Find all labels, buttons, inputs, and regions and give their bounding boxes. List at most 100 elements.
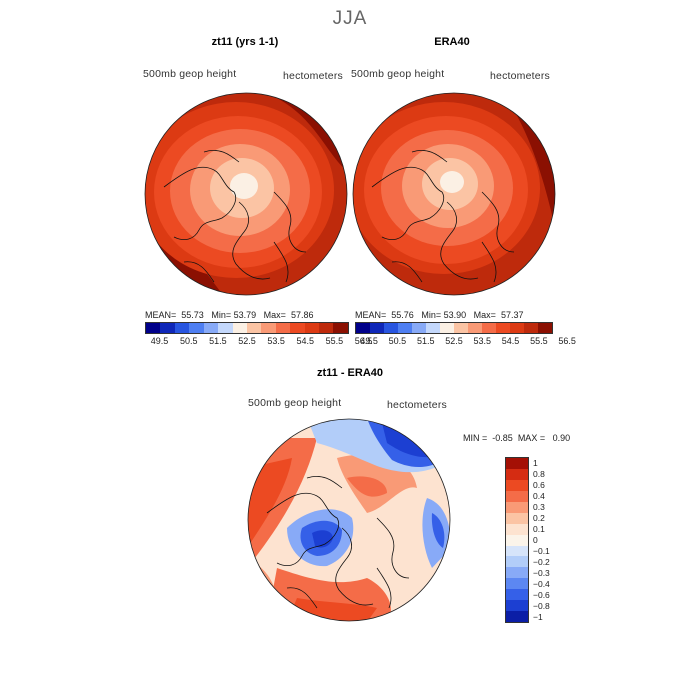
colorbar-tick-label: 54.5 (296, 336, 315, 346)
colorbar-swatch (398, 323, 412, 333)
figure-title: JJA (332, 8, 368, 29)
colorbar-swatch (261, 323, 276, 333)
panel2-coastlines (371, 149, 515, 283)
colorbar-swatch (370, 323, 384, 333)
colorbar-tick-label: 55.5 (530, 336, 548, 346)
panel1-field (145, 93, 347, 295)
colorbar-tick-label: 53.5 (267, 336, 285, 346)
colorbar-swatch (506, 589, 528, 601)
colorbar-swatch (506, 468, 528, 480)
colorbar-swatch (482, 323, 496, 333)
colorbar-swatch (412, 323, 426, 333)
colorbar-swatch (506, 556, 528, 568)
colorbar-tick-label: 50.5 (388, 336, 407, 346)
colorbar-swatch (506, 567, 528, 579)
colorbar-tick-label: 0.3 (533, 501, 545, 512)
colorbar-tick-label: 0.4 (533, 490, 545, 501)
colorbar-swatch (384, 323, 398, 333)
panel1-colorbar-labels: 49.5 50.5 51.5 52.5 53.5 54.5 55.5 56.5 (145, 336, 373, 348)
colorbar-swatch (506, 578, 528, 590)
colorbar-tick-label: 0.6 (533, 479, 545, 490)
colorbar-swatch (232, 323, 247, 333)
colorbar-tick-label: 50.5 (179, 336, 198, 346)
colorbar-swatch (506, 458, 528, 469)
colorbar-tick-label: 0.8 (533, 468, 545, 479)
colorbar-tick-label: −1 (533, 612, 543, 623)
colorbar-tick-label: −0.1 (533, 546, 550, 557)
colorbar-swatch (333, 323, 348, 333)
colorbar-swatch (160, 323, 175, 333)
colorbar-swatch (468, 323, 482, 333)
colorbar-swatch (510, 323, 524, 333)
colorbar-swatch (440, 323, 454, 333)
panel3-colorbar (505, 457, 529, 623)
colorbar-swatch (454, 323, 468, 333)
panel3-title: zt11 - ERA40 (316, 367, 384, 379)
panel1-coastlines (163, 149, 307, 283)
colorbar-tick-label: −0.3 (533, 568, 550, 579)
panel2-polar-map (352, 92, 556, 296)
colorbar-tick-label: 51.5 (209, 336, 227, 346)
colorbar-swatch (356, 323, 370, 333)
colorbar-tick-label: 53.5 (473, 336, 492, 346)
colorbar-tick-label: −0.2 (533, 557, 550, 568)
panel3-variable-label: 500mb geop height (248, 397, 342, 409)
colorbar-tick-label: −0.8 (533, 601, 550, 612)
panel1-polar-map (144, 92, 348, 296)
colorbar-swatch (290, 323, 305, 333)
panel2-units-label: hectometers (490, 70, 550, 82)
panel3-units-label: hectometers (387, 399, 447, 411)
colorbar-tick-label: 1 (533, 457, 538, 468)
colorbar-swatch (524, 323, 538, 333)
colorbar-swatch (506, 545, 528, 557)
colorbar-swatch (203, 323, 219, 333)
colorbar-tick-label: 56.5 (354, 336, 373, 346)
panel3-polar-map (247, 418, 451, 622)
panel2-title: ERA40 (434, 36, 470, 48)
colorbar-swatch (319, 323, 334, 333)
colorbar-swatch (246, 323, 262, 333)
panel3-colorbar-labels: 1 0.8 0.6 0.4 0.3 0.2 0.1 0 −0.1 −0.2 −0.3 −0.4 −0.6… (533, 457, 573, 623)
colorbar-tick-label: 0.1 (533, 523, 545, 534)
colorbar-swatch (275, 323, 291, 333)
colorbar-swatch (506, 490, 528, 502)
colorbar-swatch (506, 512, 528, 524)
colorbar-tick-label: −0.4 (533, 579, 550, 590)
colorbar-swatch (506, 523, 528, 535)
colorbar-swatch (506, 611, 528, 623)
colorbar-swatch (174, 323, 190, 333)
colorbar-swatch (496, 323, 510, 333)
colorbar-swatch (538, 323, 552, 333)
colorbar-tick-label: 55.5 (325, 336, 344, 346)
colorbar-tick-label: 49.5 (360, 336, 378, 346)
colorbar-tick-label: 51.5 (416, 336, 435, 346)
colorbar-tick-label: 0 (533, 535, 538, 545)
panel1-colorbar (145, 322, 349, 334)
colorbar-swatch (426, 323, 440, 333)
panel1-title: zt11 (yrs 1-1) (211, 36, 279, 48)
panel1-variable-label: 500mb geop height (143, 68, 237, 80)
panel2-field (353, 93, 555, 295)
colorbar-swatch (506, 534, 528, 546)
colorbar-tick-label: −0.6 (533, 590, 550, 601)
colorbar-swatch (189, 323, 204, 333)
colorbar-swatch (218, 323, 233, 333)
panel2-colorbar (355, 322, 553, 334)
panel1-stats: MEAN= 55.73 Min= 53.79 Max= 57.86 (145, 310, 314, 320)
panel2-variable-label: 500mb geop height (351, 68, 445, 80)
colorbar-tick-label: 49.5 (150, 336, 169, 346)
panel3-coastlines (266, 475, 410, 609)
panel3-stats: MIN = -0.85 MAX = 0.90 (463, 433, 571, 443)
colorbar-tick-label: 0.2 (533, 512, 545, 523)
colorbar-swatch (506, 501, 528, 513)
colorbar-tick-label: 56.5 (558, 336, 576, 346)
panel1-units-label: hectometers (283, 70, 343, 82)
panel2-stats: MEAN= 55.76 Min= 53.90 Max= 57.37 (355, 310, 524, 320)
colorbar-swatch (304, 323, 320, 333)
colorbar-tick-label: 52.5 (238, 336, 256, 346)
colorbar-tick-label: 52.5 (445, 336, 463, 346)
colorbar-swatch (506, 479, 528, 491)
colorbar-swatch (146, 323, 161, 333)
colorbar-tick-label: 54.5 (501, 336, 520, 346)
panel2-colorbar-labels: 49.5 50.5 51.5 52.5 53.5 54.5 55.5 56.5 (355, 336, 576, 348)
